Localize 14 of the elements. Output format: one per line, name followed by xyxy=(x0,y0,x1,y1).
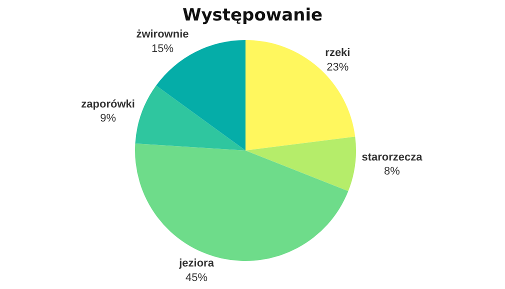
data-label: 23% xyxy=(326,61,349,74)
data-label: 9% xyxy=(100,112,116,125)
chart-title: Występowanie xyxy=(182,6,323,26)
slice-label: żwirownie xyxy=(136,28,189,40)
slice-label: jeziora xyxy=(178,258,215,270)
slice-label: starorzecza xyxy=(362,151,424,164)
data-label: 45% xyxy=(186,272,208,284)
data-label: 15% xyxy=(151,42,174,55)
slice-label: rzeki xyxy=(325,47,350,60)
pie-slice xyxy=(246,136,356,192)
data-label: 8% xyxy=(384,166,400,178)
pie-slice xyxy=(246,40,356,150)
slice-label: zaporówki xyxy=(81,98,135,110)
pie-slice xyxy=(135,86,246,150)
